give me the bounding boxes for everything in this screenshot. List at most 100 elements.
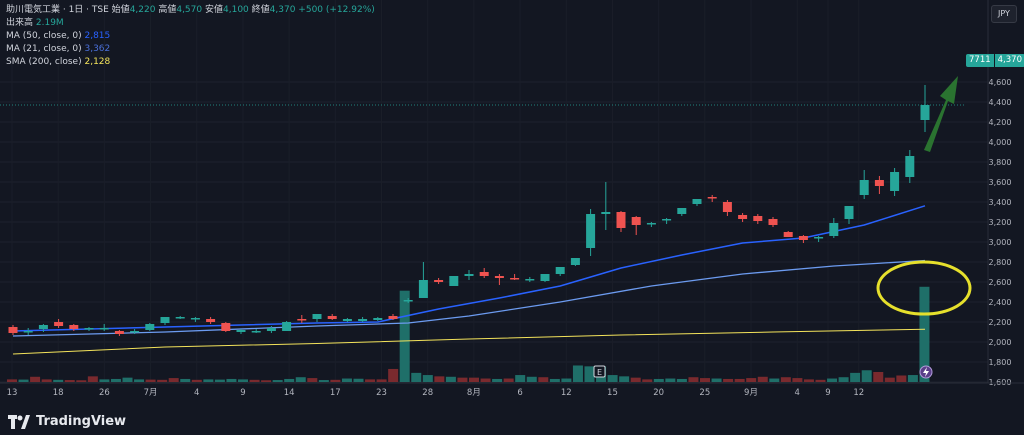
ma50-value: 2,815	[84, 31, 111, 41]
open-label: 始値	[111, 5, 130, 15]
ma50-legend[interactable]: MA (50, close, 0) 2,815	[6, 30, 375, 43]
volume-bar	[18, 379, 29, 382]
candle-body	[768, 219, 778, 225]
x-tick-label: 25	[699, 388, 710, 398]
close-label: 終値	[251, 5, 270, 15]
ma21-label: MA (21, close, 0)	[6, 44, 82, 54]
annotations: E	[593, 76, 972, 379]
candle-body	[829, 223, 839, 236]
x-tick-label: 18	[53, 388, 64, 398]
currency-button[interactable]: JPY	[991, 5, 1017, 23]
candle-body	[510, 278, 520, 280]
candle-body	[449, 276, 459, 286]
candle-body	[692, 199, 702, 204]
y-tick-label: 3,600	[989, 178, 1012, 187]
volume-bar	[480, 378, 491, 382]
volume-legend[interactable]: 出来高 2.19M	[6, 17, 375, 30]
volume-bar	[157, 379, 168, 382]
candle-body	[874, 180, 884, 186]
candle-body	[540, 274, 550, 281]
y-tick-label: 3,000	[989, 238, 1012, 247]
candle-body	[434, 280, 444, 282]
last-price-tag: 7711 4,370	[966, 54, 1024, 67]
volume-bar	[746, 378, 757, 382]
x-tick-label: 13	[7, 388, 18, 398]
volume-bar	[434, 376, 445, 382]
y-tick-label: 4,200	[989, 118, 1012, 127]
volume-bar	[630, 377, 641, 382]
candle-body	[84, 328, 94, 330]
candle-body	[373, 318, 383, 320]
volume-bar	[203, 379, 214, 382]
y-tick-label: 2,400	[989, 298, 1012, 307]
volume-bar	[538, 377, 549, 382]
volume-bar	[318, 380, 329, 382]
tradingview-logo[interactable]: TradingView	[8, 414, 126, 429]
x-tick-label: 23	[376, 388, 387, 398]
candle-body	[616, 212, 626, 228]
candle-body	[920, 105, 930, 120]
volume-bar	[584, 366, 595, 382]
volume-bar	[700, 378, 710, 382]
candles	[8, 85, 930, 336]
volume-bar	[226, 378, 237, 382]
y-tick-label: 2,800	[989, 258, 1012, 267]
volume-bar	[676, 378, 687, 382]
candle-body	[844, 206, 854, 219]
x-tick-label: 15	[607, 388, 618, 398]
volume-bar	[238, 379, 248, 382]
volume-bar	[757, 376, 768, 382]
volume-bar	[7, 379, 17, 382]
volume-bar	[168, 378, 179, 382]
volume-bar	[376, 379, 387, 382]
candle-body	[601, 212, 611, 214]
candle-body	[646, 223, 656, 225]
chart-legend: 助川電気工業 · 1日 · TSE 始値4,220 高値4,570 安値4,10…	[6, 4, 375, 69]
candle-body	[251, 331, 261, 333]
sma200-legend[interactable]: SMA (200, close) 2,128	[6, 56, 375, 69]
volume-bar	[850, 372, 861, 382]
volume-bar	[572, 365, 583, 382]
volume-bar	[457, 377, 468, 382]
lightning-bolt	[923, 367, 929, 377]
volume-bar	[607, 375, 618, 382]
volume-bar	[815, 379, 826, 382]
candle-body	[99, 328, 109, 330]
x-tick-label: 9	[240, 388, 245, 398]
x-tick-label: 12	[853, 388, 864, 398]
volume-bar	[295, 377, 306, 382]
volume-bar	[411, 372, 422, 382]
y-tick-label: 3,800	[989, 158, 1012, 167]
volume-bar	[134, 379, 145, 382]
x-tick-label: 12	[561, 388, 572, 398]
candle-body	[798, 236, 808, 240]
volume-bar	[619, 376, 630, 382]
volume-bar	[214, 379, 225, 382]
candle-body	[662, 219, 672, 221]
volume-bar	[399, 290, 410, 382]
candle-body	[8, 327, 18, 333]
y-tick-label: 2,200	[989, 318, 1012, 327]
candle-body	[631, 217, 641, 225]
y-tick-label: 2,000	[989, 338, 1012, 347]
candle-body	[282, 322, 292, 331]
volume-bar	[145, 379, 156, 382]
volume-bar	[249, 379, 260, 382]
volume-bar	[330, 379, 341, 382]
volume-bar	[284, 378, 295, 382]
candle-body	[358, 319, 368, 321]
candle-body	[753, 216, 763, 221]
volume-bar	[388, 368, 399, 382]
low-label: 安値	[204, 5, 223, 15]
volume-bar	[272, 380, 283, 382]
symbol-label[interactable]: 助川電気工業 · 1日 · TSE	[6, 5, 109, 15]
volume-bar	[307, 378, 318, 382]
candle-body	[707, 197, 717, 199]
candle-body	[23, 331, 33, 333]
ma21-legend[interactable]: MA (21, close, 0) 3,362	[6, 43, 375, 56]
volume-bar	[341, 378, 352, 382]
volume-bar	[919, 286, 930, 382]
candle-body	[570, 258, 580, 265]
x-tick-label: 26	[99, 388, 110, 398]
